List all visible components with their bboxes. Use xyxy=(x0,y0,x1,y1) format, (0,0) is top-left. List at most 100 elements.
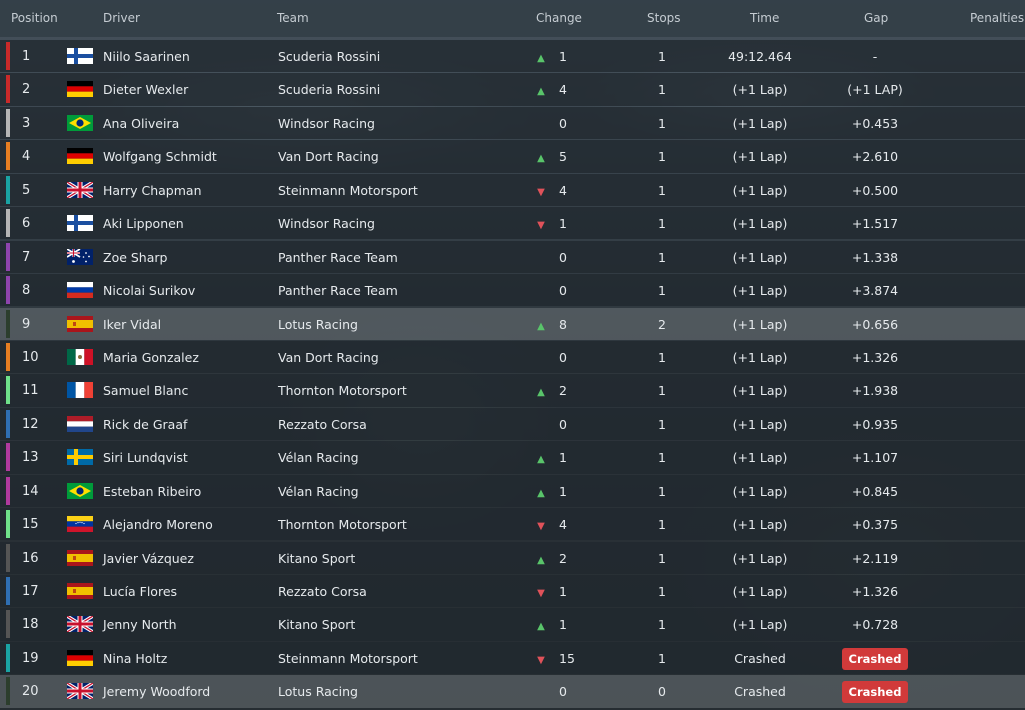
race-time-value: (+1 Lap) xyxy=(732,216,788,232)
team-name[interactable]: Windsor Racing xyxy=(278,216,375,232)
header-time[interactable]: Time xyxy=(750,11,780,25)
team-color-bar xyxy=(6,75,10,104)
driver-name[interactable]: Niilo Saarinen xyxy=(103,49,190,64)
team-name[interactable]: Kitano Sport xyxy=(278,617,356,633)
driver-name[interactable]: Siri Lundqvist xyxy=(103,450,188,466)
team-name[interactable]: Scuderia Rossini xyxy=(278,49,381,64)
table-row[interactable]: 5 Harry Chapman Steinmann Motorsport ▼ 4 1 (+1… xyxy=(0,173,1025,207)
crashed-badge: Crashed xyxy=(841,647,909,670)
table-row[interactable]: 7 Zoe Sharp Panther Race Team 0 1 (+1 Lap) +1.… xyxy=(0,240,1025,273)
team-name[interactable]: Lotus Racing xyxy=(278,316,358,332)
brazil-flag-icon xyxy=(67,482,93,499)
driver-name[interactable]: Lucía Flores xyxy=(103,584,178,599)
mexico-flag-icon xyxy=(67,348,93,365)
table-row[interactable]: 16 Javier Vázquez Kitano Sport ▲ 2 1 (+1 Lap) +… xyxy=(0,541,1025,574)
table-row[interactable]: 17 Lucía Flores Rezzato Corsa ▼ 1 1 (+1 Lap) +1… xyxy=(0,575,1025,608)
team-name[interactable]: Panther Race Team xyxy=(278,249,398,265)
race-time-value: Crashed xyxy=(734,650,786,666)
driver-name[interactable]: Nina Holtz xyxy=(103,650,168,666)
position-value: 20 xyxy=(22,684,39,700)
gap-value: +1.338 xyxy=(830,250,920,265)
driver-name[interactable]: Zoe Sharp xyxy=(103,249,168,265)
header-change[interactable]: Change xyxy=(536,11,582,25)
driver-name[interactable]: Maria Gonzalez xyxy=(103,349,199,365)
team-name[interactable]: Thornton Motorsport xyxy=(278,517,407,533)
table-row[interactable]: 12 Rick de Graaf Rezzato Corsa 0 1 (+1 Lap) +0… xyxy=(0,407,1025,441)
header-team[interactable]: Team xyxy=(277,11,309,25)
team-name[interactable]: Vélan Racing xyxy=(278,450,359,466)
race-time-value: Crashed xyxy=(734,684,786,700)
position-change-value: 4 xyxy=(559,517,567,533)
team-name[interactable]: Van Dort Racing xyxy=(278,149,379,165)
team-name[interactable]: Panther Race Team xyxy=(278,283,398,299)
table-row[interactable]: 8 Nicolai Surikov Panther Race Team 0 1 (+1 L… xyxy=(0,274,1025,307)
team-name[interactable]: Van Dort Racing xyxy=(278,349,379,365)
netherlands-flag-icon xyxy=(67,415,93,432)
uk-flag-icon xyxy=(67,616,93,633)
team-name[interactable]: Thornton Motorsport xyxy=(278,383,407,399)
team-name[interactable]: Vélan Racing xyxy=(278,483,359,499)
driver-name[interactable]: Javier Vázquez xyxy=(103,550,194,566)
table-row[interactable]: 14 Esteban Ribeiro Vélan Racing ▲ 1 1 (+1 Lap)… xyxy=(0,474,1025,507)
driver-name[interactable]: Samuel Blanc xyxy=(103,383,189,399)
race-time-value: (+1 Lap) xyxy=(732,383,788,399)
header-position[interactable]: Position xyxy=(11,11,58,25)
driver-name[interactable]: Nicolai Surikov xyxy=(103,283,196,299)
team-name[interactable]: Rezzato Corsa xyxy=(278,584,367,599)
gap-text: (+1 LAP) xyxy=(847,82,903,98)
driver-name[interactable]: Wolfgang Schmidt xyxy=(103,149,217,165)
table-row[interactable]: 13 Siri Lundqvist Vélan Racing ▲ 1 1 (+1 Lap) +… xyxy=(0,441,1025,474)
driver-name[interactable]: Jeremy Woodford xyxy=(103,684,211,700)
table-row[interactable]: 9 Iker Vidal Lotus Racing ▲ 8 2 (+1 Lap) +0.656 xyxy=(0,307,1025,340)
table-row[interactable]: 18 Jenny North Kitano Sport ▲ 1 1 (+1 Lap) +0.7… xyxy=(0,608,1025,641)
race-time-value: (+1 Lap) xyxy=(732,550,788,566)
team-color-bar xyxy=(6,543,10,572)
driver-name[interactable]: Alejandro Moreno xyxy=(103,517,213,533)
team-name[interactable]: Rezzato Corsa xyxy=(278,416,367,432)
position-up-icon: ▲ xyxy=(537,554,545,566)
table-row[interactable]: 10 Maria Gonzalez Van Dort Racing 0 1 (+1 Lap… xyxy=(0,340,1025,374)
header-driver[interactable]: Driver xyxy=(103,11,140,25)
header-stops[interactable]: Stops xyxy=(647,11,681,25)
position-value: 3 xyxy=(22,115,31,131)
driver-name[interactable]: Esteban Ribeiro xyxy=(103,483,202,499)
driver-name[interactable]: Dieter Wexler xyxy=(103,82,189,98)
team-name[interactable]: Lotus Racing xyxy=(278,684,358,700)
team-name[interactable]: Steinmann Motorsport xyxy=(278,182,418,198)
driver-name[interactable]: Rick de Graaf xyxy=(103,416,188,432)
gap-text: +1.107 xyxy=(851,450,899,466)
position-change-value: 0 xyxy=(559,115,567,131)
header-penalties[interactable]: Penalties xyxy=(970,11,1025,25)
table-row[interactable]: 19 Nina Holtz Steinmann Motorsport ▼ 15 1 Cras… xyxy=(0,641,1025,675)
driver-name[interactable]: Iker Vidal xyxy=(103,316,162,332)
team-name[interactable]: Steinmann Motorsport xyxy=(278,650,418,666)
driver-name[interactable]: Ana Oliveira xyxy=(103,115,180,131)
position-change: ▼ 4 xyxy=(534,183,574,198)
driver-name[interactable]: Jenny North xyxy=(103,617,177,633)
team-color-bar xyxy=(6,643,10,672)
team-name[interactable]: Windsor Racing xyxy=(278,115,375,131)
position-change-value: 0 xyxy=(559,249,567,265)
gap-text: +1.326 xyxy=(851,349,899,365)
table-row[interactable]: 11 Samuel Blanc Thornton Motorsport ▲ 2 1 (+1 … xyxy=(0,374,1025,407)
table-row[interactable]: 1 Niilo Saarinen Scuderia Rossini ▲ 1 1 49:12.… xyxy=(0,40,1025,73)
position-value: 17 xyxy=(22,584,39,599)
spain-flag-icon xyxy=(67,315,93,332)
table-row[interactable]: 15 Alejandro Moreno Thornton Motorsport ▼ 4 1… xyxy=(0,508,1025,541)
table-row[interactable]: 3 Ana Oliveira Windsor Racing 0 1 (+1 Lap) +0.… xyxy=(0,106,1025,140)
header-gap[interactable]: Gap xyxy=(864,11,889,25)
team-color-bar xyxy=(6,209,10,238)
race-time-value: (+1 Lap) xyxy=(732,483,788,499)
driver-name[interactable]: Aki Lipponen xyxy=(103,216,184,232)
gap-value: +2.610 xyxy=(830,149,920,164)
table-row[interactable]: 6 Aki Lipponen Windsor Racing ▼ 1 1 (+1 Lap) +1… xyxy=(0,207,1025,240)
driver-name[interactable]: Harry Chapman xyxy=(103,182,202,198)
table-row[interactable]: 4 Wolfgang Schmidt Van Dort Racing ▲ 5 1 (+1 L… xyxy=(0,140,1025,173)
gap-value: +0.375 xyxy=(830,517,920,532)
team-name[interactable]: Scuderia Rossini xyxy=(278,82,381,98)
team-name[interactable]: Kitano Sport xyxy=(278,550,356,566)
table-row[interactable]: 2 Dieter Wexler Scuderia Rossini ▲ 4 1 (+1 Lap… xyxy=(0,73,1025,106)
gap-value: - xyxy=(830,49,920,64)
gap-text: +1.938 xyxy=(851,383,899,399)
table-row[interactable]: 20 Jeremy Woodford Lotus Racing 0 0 Crashed Cr… xyxy=(0,675,1025,708)
